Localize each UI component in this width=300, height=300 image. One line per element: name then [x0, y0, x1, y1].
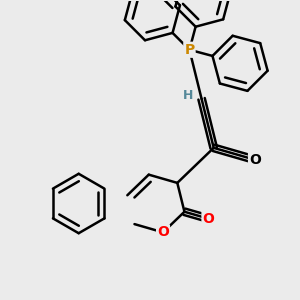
Text: O: O	[249, 153, 261, 167]
Text: P: P	[184, 43, 195, 57]
Text: H: H	[183, 89, 194, 102]
Text: O: O	[202, 212, 214, 226]
Text: O: O	[157, 225, 169, 239]
